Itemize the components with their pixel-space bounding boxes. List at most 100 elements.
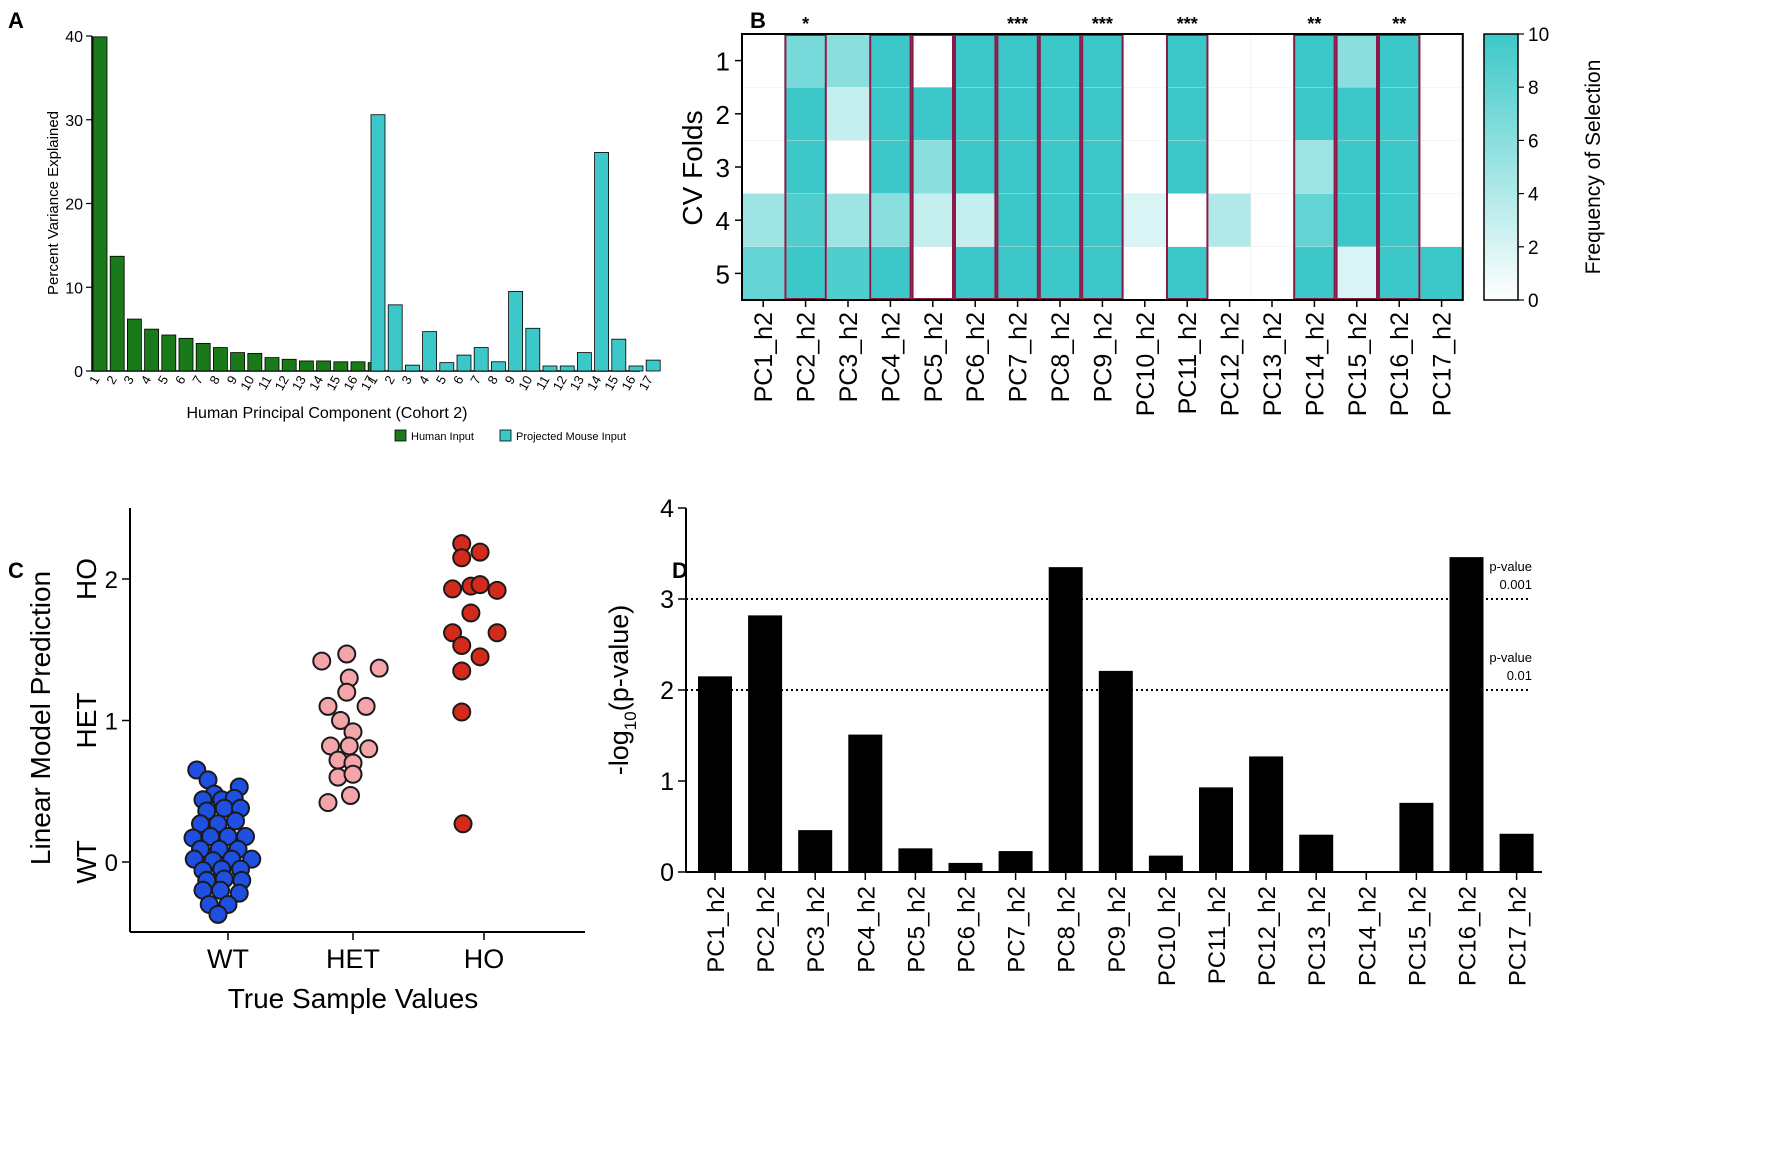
panel-a-legend-swatch-projected-mouse-input xyxy=(499,429,512,442)
panel-b-cell-pc1-h2-fold-2 xyxy=(741,86,786,142)
panel-b-col-label-pc2-h2: PC2_h2 xyxy=(793,312,821,402)
panel-d-x-tick-label-pc13-h2: PC13_h2 xyxy=(1304,886,1331,986)
panel-b-cell-pc2-h2-fold-5 xyxy=(784,246,828,301)
panel-b-significance-pc9-h2: *** xyxy=(1092,14,1113,34)
panel-a-x-tick-label: 6 xyxy=(450,373,467,387)
panel-c-point-het-4 xyxy=(318,696,338,716)
panel-a-x-tick-label: 14 xyxy=(306,373,326,393)
panel-a-bar-human-input-2 xyxy=(109,255,125,372)
panel-b-colorbar-tick-label: 6 xyxy=(1528,131,1539,152)
panel-a-x-tick-label: 16 xyxy=(340,373,360,393)
panel-a-bar-projected-mouse-input-15 xyxy=(611,338,627,372)
panel-b-cell-pc10-h2-fold-3 xyxy=(1123,140,1167,195)
panel-a-bar-projected-mouse-input-13 xyxy=(577,352,592,372)
panel-b-col-label-pc5-h2: PC5_h2 xyxy=(920,312,948,402)
panel-a-bar-projected-mouse-input-7 xyxy=(473,347,489,372)
panel-d-x-tick-label-pc9-h2: PC9_h2 xyxy=(1104,886,1131,973)
panel-d-bar-pc5-h2 xyxy=(898,848,933,872)
panel-b-cell-pc5-h2-fold-4 xyxy=(911,193,955,248)
panel-a-x-tick-label: 3 xyxy=(120,373,137,387)
panel-b-cell-pc13-h2-fold-4 xyxy=(1250,193,1294,248)
panel-b-cell-pc3-h2-fold-2 xyxy=(826,86,870,142)
panel-a-x-axis-title: Human Principal Component (Cohort 2) xyxy=(186,405,467,422)
panel-a-x-tick-label: 4 xyxy=(138,373,155,387)
panel-a-bar-projected-mouse-input-2 xyxy=(387,304,403,372)
panel-a-x-tick-label: 8 xyxy=(206,373,223,387)
panel-a-y-tick-label: 0 xyxy=(74,364,83,381)
panel-d-bar-pc3-h2 xyxy=(798,830,833,872)
panel-d-bar-pc2-h2 xyxy=(748,615,783,872)
panel-b-row-label-5: 5 xyxy=(716,259,730,289)
panel-a-y-tick-label: 10 xyxy=(65,280,83,297)
panel-d-bar-pc16-h2 xyxy=(1449,557,1484,872)
panel-b-cell-pc14-h2-fold-1 xyxy=(1292,33,1337,88)
panel-c-point-het-10 xyxy=(339,736,359,756)
panel-a-bar-projected-mouse-input-5 xyxy=(439,362,455,372)
panel-b-cell-pc4-h2-fold-3 xyxy=(869,140,913,195)
panel-d-x-tick-label-pc12-h2: PC12_h2 xyxy=(1254,886,1281,986)
panel-a-y-tick-label: 30 xyxy=(65,113,83,130)
panel-b-cell-pc16-h2-fold-1 xyxy=(1377,33,1422,88)
panel-a-bar-human-input-16 xyxy=(350,361,366,372)
panel-a-bar-projected-mouse-input-12 xyxy=(559,365,575,372)
panel-b-col-label-pc13-h2: PC13_h2 xyxy=(1259,312,1287,416)
panel-c-point-het-0 xyxy=(312,651,332,671)
panel-b-col-label-pc14-h2: PC14_h2 xyxy=(1301,312,1329,416)
panel-a-x-tick-label: 12 xyxy=(550,373,570,393)
panel-a-x-tick-label: 7 xyxy=(189,373,206,387)
panel-b-col-label-pc17-h2: PC17_h2 xyxy=(1429,312,1457,416)
panel-a-bar-projected-mouse-input-16 xyxy=(628,365,644,372)
panel-b-cell-pc3-h2-fold-1 xyxy=(826,33,870,88)
panel-b-cell-pc5-h2-fold-1 xyxy=(911,33,955,88)
panel-a-bar-human-input-1 xyxy=(92,36,108,372)
panel-c-point-het-17 xyxy=(341,785,360,805)
panel-c-point-ho-3 xyxy=(443,579,463,599)
panel-d-x-tick-label-pc10-h2: PC10_h2 xyxy=(1154,886,1181,986)
panel-b-cell-pc3-h2-fold-3 xyxy=(826,140,870,195)
panel-b-cell-pc10-h2-fold-4 xyxy=(1123,193,1167,248)
panel-b-col-label-pc7-h2: PC7_h2 xyxy=(1005,312,1033,402)
panel-c-point-ho-11 xyxy=(487,623,507,643)
panel-a-x-tick-label: 11 xyxy=(255,373,275,392)
panel-b-cell-pc11-h2-fold-5 xyxy=(1165,246,1210,301)
panel-c-point-het-7 xyxy=(331,711,350,730)
panel-c-point-ho-14 xyxy=(453,814,473,834)
panel-d-bar-pc14-h2 xyxy=(1349,871,1384,872)
panel-b-colorbar-tick-label: 2 xyxy=(1528,238,1539,259)
panel-b-col-label-pc11-h2: PC11_h2 xyxy=(1174,312,1202,414)
panel-a-bar-projected-mouse-input-14 xyxy=(594,152,609,372)
panel-d-bar-pc6-h2 xyxy=(948,862,983,872)
panel-a-bar-human-input-13 xyxy=(298,360,314,372)
panel-label-d: D xyxy=(672,558,688,583)
panel-a-x-tick-label: 16 xyxy=(618,373,638,393)
panel-b-cell-pc4-h2-fold-2 xyxy=(869,86,913,142)
panel-c-point-het-16 xyxy=(318,793,338,813)
panel-c-y-axis-title: Linear Model Prediction xyxy=(25,571,56,865)
panel-d-y-tick-label: 4 xyxy=(660,495,674,523)
panel-d-y-axis-title-main: -log xyxy=(604,730,634,775)
panel-d-reference-label-top-0: p-value xyxy=(1489,559,1532,574)
panel-b-cell-pc4-h2-fold-5 xyxy=(869,246,913,301)
panel-a-x-tick-label: 6 xyxy=(172,373,189,387)
panel-b-cell-pc15-h2-fold-4 xyxy=(1335,193,1379,248)
panel-c-point-ho-12 xyxy=(452,661,472,681)
panel-a-bar-projected-mouse-input-8 xyxy=(490,361,506,372)
panel-b-cell-pc6-h2-fold-1 xyxy=(953,33,998,88)
panel-a-x-tick-label: 10 xyxy=(237,373,257,393)
panel-a-x-tick-label: 15 xyxy=(323,373,343,393)
panel-b-col-label-pc3-h2: PC3_h2 xyxy=(835,312,863,402)
panel-a-x-tick-label: 8 xyxy=(484,373,501,387)
panel-a-x-tick-label: 11 xyxy=(533,373,553,392)
panel-b-row-label-3: 3 xyxy=(716,153,730,183)
panel-a-bar-projected-mouse-input-6 xyxy=(456,354,472,372)
panel-c-x-tick-label-het: HET xyxy=(326,944,380,974)
panel-a-legend-label-projected-mouse-input: Projected Mouse Input xyxy=(516,431,626,443)
panel-a-bar-projected-mouse-input-11 xyxy=(542,365,558,372)
panel-b-cell-pc6-h2-fold-2 xyxy=(953,86,998,142)
panel-a-x-tick-label: 7 xyxy=(467,373,484,387)
panel-b-cell-pc1-h2-fold-5 xyxy=(741,246,786,301)
panel-d-x-tick-label-pc16-h2: PC16_h2 xyxy=(1455,886,1482,986)
panel-a-legend-swatch-human-input xyxy=(394,429,407,442)
